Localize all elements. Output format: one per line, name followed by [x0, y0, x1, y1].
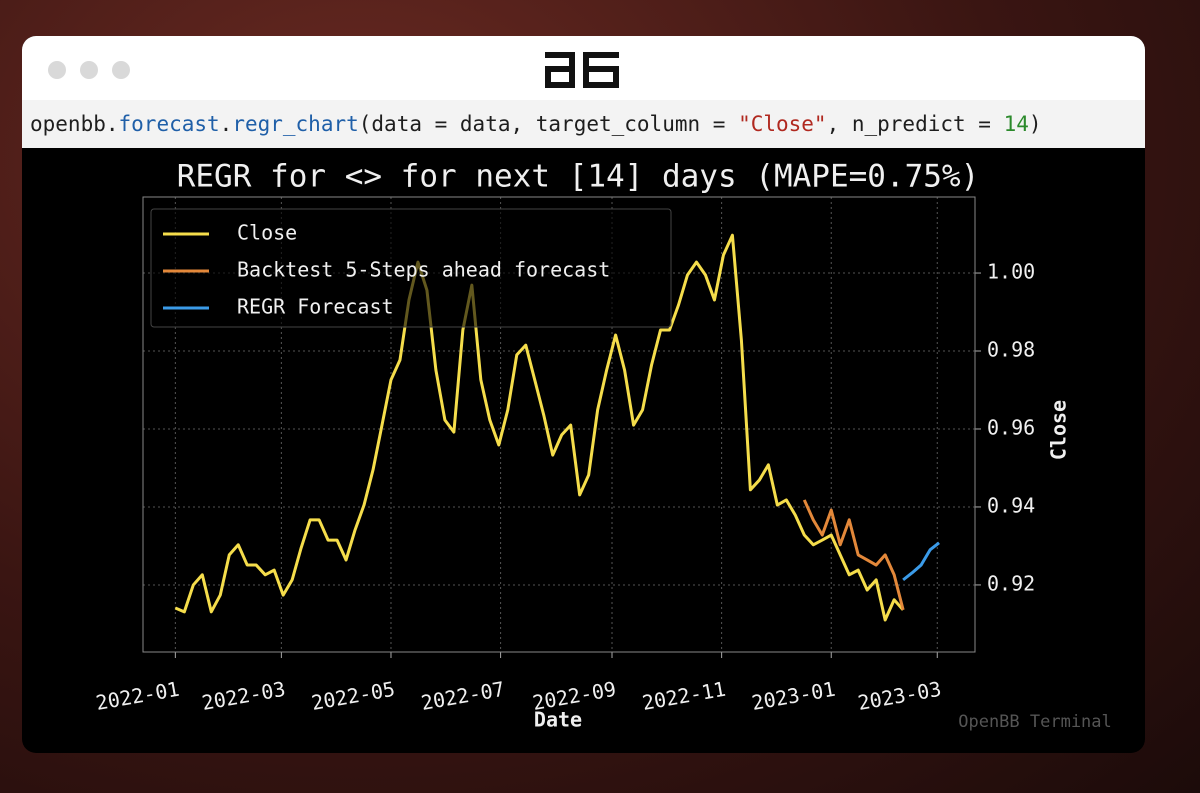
code-token: , n_predict = — [826, 112, 1004, 136]
x-tick-label: 2022-03 — [200, 677, 287, 715]
y-axis-label: Close — [1047, 400, 1071, 460]
window: openbb.forecast.regr_chart(data = data, … — [22, 36, 1145, 753]
code-line: openbb.forecast.regr_chart(data = data, … — [22, 100, 1145, 148]
legend-box — [150, 208, 672, 328]
x-tick-label: 2022-01 — [94, 677, 181, 715]
code-token: ) — [1028, 112, 1042, 136]
x-tick-label: 2022-11 — [640, 677, 727, 715]
y-tick-label: 0.96 — [987, 415, 1035, 439]
legend-label: REGR Forecast — [237, 295, 394, 319]
legend-label: Backtest 5-Steps ahead forecast — [237, 258, 610, 282]
y-tick-label: 0.98 — [987, 338, 1035, 362]
y-tick-label: 0.92 — [987, 571, 1035, 595]
window-dot[interactable] — [112, 61, 130, 79]
code-token: . — [219, 112, 233, 136]
y-tick-label: 0.94 — [987, 493, 1035, 517]
series-line — [174, 233, 905, 622]
code-token: (data = data, target_column = — [358, 112, 739, 136]
code-token: regr_chart — [232, 112, 359, 136]
logo — [545, 52, 619, 88]
y-tick-label: 1.00 — [987, 260, 1035, 284]
x-tick-label: 2022-05 — [310, 677, 397, 715]
chart-title: REGR for <> for next [14] days (MAPE=0.7… — [177, 159, 980, 195]
x-tick-label: 2023-01 — [750, 677, 837, 715]
x-tick-label: 2022-07 — [419, 677, 506, 715]
plot-frame — [142, 196, 976, 653]
series-line — [802, 499, 905, 611]
code-token: "Close" — [738, 112, 827, 136]
x-axis-label: Date — [534, 708, 582, 732]
window-dot[interactable] — [48, 61, 66, 79]
legend: Close Backtest 5-Steps ahead forecast REGR… — [150, 208, 672, 328]
legend-label: Close — [237, 221, 297, 245]
x-tick-label: 2023-03 — [856, 677, 943, 715]
code-token: forecast — [118, 112, 220, 136]
title-bar — [22, 36, 1145, 100]
code-token: openbb. — [30, 112, 119, 136]
window-dot[interactable] — [80, 61, 98, 79]
series-line — [902, 541, 940, 582]
watermark: OpenBB Terminal — [958, 712, 1112, 732]
code-token: 14 — [1003, 112, 1029, 136]
